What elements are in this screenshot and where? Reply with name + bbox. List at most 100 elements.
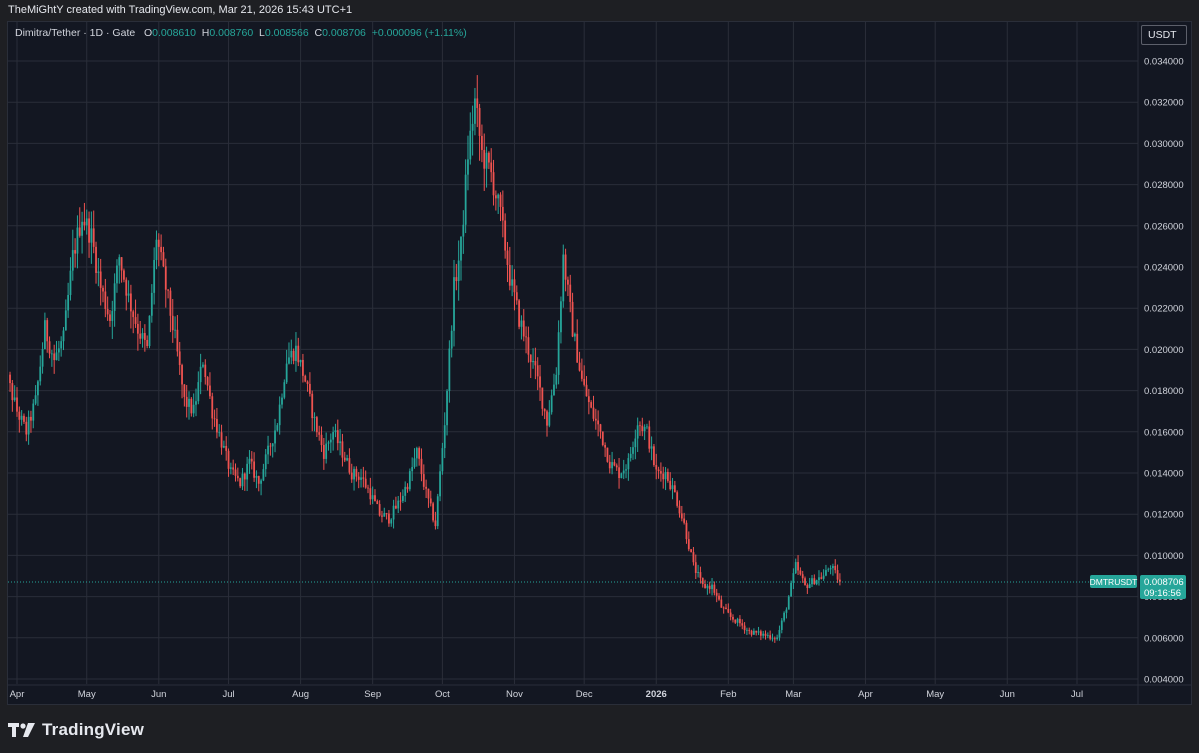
candle-body bbox=[95, 246, 97, 273]
candle-body bbox=[97, 271, 100, 273]
symbol-title[interactable]: Dimitra/Tether · 1D · Gate bbox=[15, 27, 136, 39]
candle-body bbox=[539, 376, 541, 388]
candle-body bbox=[494, 195, 497, 199]
candle-body bbox=[404, 486, 407, 496]
candle-body bbox=[64, 310, 67, 331]
candle-body bbox=[206, 377, 209, 386]
candle-body bbox=[18, 411, 21, 420]
candle-body bbox=[355, 468, 358, 477]
y-tick-label: 0.016000 bbox=[1144, 427, 1184, 438]
candle-body bbox=[664, 471, 667, 480]
tradingview-icon bbox=[8, 723, 35, 737]
candle-body bbox=[85, 218, 88, 226]
candle-body bbox=[399, 500, 402, 502]
countdown-value: 09:16:56 bbox=[1144, 588, 1181, 599]
candle-body bbox=[43, 320, 46, 350]
candle-body bbox=[687, 539, 690, 550]
attribution-text: TheMiGhtY created with TradingView.com, … bbox=[8, 4, 353, 16]
candle-body bbox=[283, 382, 286, 398]
candle-body bbox=[78, 227, 81, 236]
candle-body bbox=[460, 236, 462, 261]
candle-body bbox=[673, 485, 676, 493]
candle-body bbox=[11, 383, 14, 401]
x-tick-label: Oct bbox=[435, 689, 450, 700]
candle-body bbox=[813, 578, 816, 585]
candle-body bbox=[304, 375, 307, 382]
candle-body bbox=[55, 352, 58, 361]
candle-body bbox=[543, 408, 546, 412]
y-tick-label: 0.022000 bbox=[1144, 304, 1184, 315]
candle-body bbox=[13, 397, 16, 401]
open-label: O bbox=[143, 27, 153, 39]
y-tick-label: 0.012000 bbox=[1144, 510, 1184, 521]
candle-body bbox=[432, 503, 434, 521]
candle-body bbox=[615, 465, 618, 468]
candle-body bbox=[666, 471, 669, 481]
candle-body bbox=[776, 637, 779, 639]
candle-body bbox=[188, 398, 190, 407]
change-value: +0.000096 (+1.11%) bbox=[371, 27, 467, 39]
candle-body bbox=[834, 565, 837, 571]
candle-body bbox=[255, 476, 258, 478]
x-tick-label: Mar bbox=[785, 689, 801, 700]
candle-body bbox=[225, 445, 228, 451]
candle-body bbox=[680, 513, 683, 519]
candle-body bbox=[787, 596, 790, 610]
candle-body bbox=[99, 271, 102, 288]
candle-body bbox=[116, 265, 118, 284]
candle-body bbox=[534, 360, 537, 366]
candle-body bbox=[327, 442, 330, 444]
candle-body bbox=[250, 458, 253, 462]
x-tick-label: Nov bbox=[506, 689, 523, 700]
candle-body bbox=[174, 329, 176, 331]
candle-body bbox=[525, 336, 527, 338]
candle-body bbox=[629, 453, 632, 459]
candle-body bbox=[606, 447, 609, 462]
candle-body bbox=[371, 495, 374, 500]
candle-body bbox=[397, 500, 400, 509]
candle-body bbox=[39, 366, 42, 382]
candle-body bbox=[136, 323, 139, 334]
candle-body bbox=[67, 294, 70, 311]
candle-body bbox=[620, 473, 623, 479]
candle-body bbox=[60, 341, 63, 349]
candle-body bbox=[429, 498, 432, 504]
candle-body bbox=[360, 477, 362, 480]
high-value: 0.008760 bbox=[209, 27, 254, 39]
candle-body bbox=[715, 592, 718, 596]
candle-body bbox=[313, 417, 316, 419]
currency-selector[interactable]: USDT bbox=[1141, 25, 1187, 45]
tradingview-logo[interactable]: TradingView bbox=[8, 719, 144, 741]
candle-body bbox=[676, 492, 679, 506]
candle-body bbox=[474, 98, 476, 124]
candle-body bbox=[567, 279, 569, 285]
candle-body bbox=[57, 348, 60, 353]
candle-body bbox=[713, 584, 716, 593]
candle-body bbox=[441, 448, 444, 472]
candle-body bbox=[113, 283, 116, 311]
y-tick-label: 0.014000 bbox=[1144, 469, 1184, 480]
candle-body bbox=[285, 363, 288, 383]
candle-body bbox=[799, 570, 802, 575]
candle-body bbox=[759, 631, 762, 636]
candle-body bbox=[585, 384, 588, 397]
candle-body bbox=[209, 385, 211, 397]
y-tick-label: 0.010000 bbox=[1144, 551, 1184, 562]
candle-body bbox=[632, 447, 634, 454]
brand-name: TradingView bbox=[42, 720, 145, 739]
candle-body bbox=[141, 333, 144, 339]
candle-body bbox=[392, 505, 395, 520]
candle-body bbox=[243, 473, 246, 480]
candle-body bbox=[541, 387, 544, 409]
candle-body bbox=[195, 401, 197, 405]
candle-body bbox=[81, 221, 83, 236]
candle-body bbox=[74, 250, 77, 254]
candle-body bbox=[288, 357, 290, 364]
candle-body bbox=[483, 149, 486, 169]
candle-body bbox=[685, 522, 688, 540]
candle-body bbox=[401, 495, 404, 502]
candle-body bbox=[253, 461, 256, 478]
candle-body bbox=[278, 404, 281, 426]
candle-body bbox=[729, 612, 732, 617]
